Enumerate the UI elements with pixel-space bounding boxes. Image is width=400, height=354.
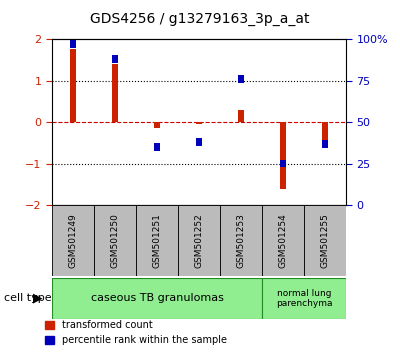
FancyBboxPatch shape: [262, 278, 346, 319]
Text: GSM501250: GSM501250: [110, 213, 120, 268]
Bar: [238, 75, 244, 82]
Text: GSM501251: GSM501251: [152, 213, 162, 268]
Bar: [70, 40, 76, 48]
Bar: [238, 110, 244, 122]
Bar: [112, 55, 118, 63]
Bar: [196, 122, 202, 124]
Text: GDS4256 / g13279163_3p_a_at: GDS4256 / g13279163_3p_a_at: [90, 12, 310, 27]
Text: caseous TB granulomas: caseous TB granulomas: [90, 293, 224, 303]
Bar: [112, 64, 118, 122]
Text: normal lung
parenchyma: normal lung parenchyma: [276, 289, 332, 308]
Bar: [154, 122, 160, 129]
FancyBboxPatch shape: [52, 278, 262, 319]
FancyBboxPatch shape: [94, 205, 136, 276]
Bar: [280, 160, 286, 167]
Text: GSM501254: GSM501254: [278, 213, 288, 268]
Legend: transformed count, percentile rank within the sample: transformed count, percentile rank withi…: [41, 316, 231, 349]
Bar: [322, 122, 328, 143]
Text: cell type: cell type: [4, 293, 52, 303]
FancyBboxPatch shape: [52, 205, 94, 276]
Bar: [322, 140, 328, 148]
FancyBboxPatch shape: [136, 205, 178, 276]
Text: GSM501249: GSM501249: [68, 213, 78, 268]
Text: ▶: ▶: [33, 292, 43, 305]
Bar: [280, 122, 286, 189]
Bar: [70, 49, 76, 122]
Text: GSM501255: GSM501255: [320, 213, 330, 268]
FancyBboxPatch shape: [304, 205, 346, 276]
FancyBboxPatch shape: [220, 205, 262, 276]
Text: GSM501253: GSM501253: [236, 213, 246, 268]
Bar: [154, 143, 160, 151]
Bar: [196, 138, 202, 146]
FancyBboxPatch shape: [178, 205, 220, 276]
Text: GSM501252: GSM501252: [194, 213, 204, 268]
FancyBboxPatch shape: [262, 205, 304, 276]
